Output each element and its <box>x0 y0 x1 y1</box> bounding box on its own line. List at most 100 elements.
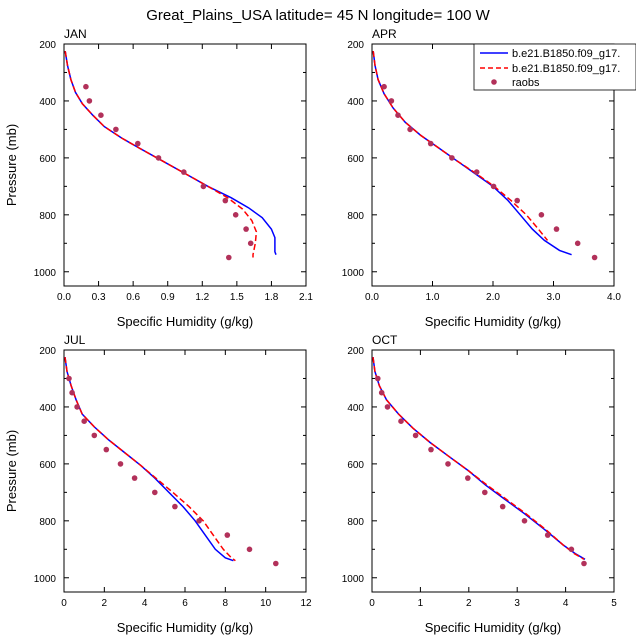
raobs-point <box>378 389 385 396</box>
raobs-point <box>428 446 434 453</box>
y-tick-label: 400 <box>347 97 364 108</box>
x-tick-label: 0.9 <box>161 292 175 303</box>
raobs-point <box>135 140 141 147</box>
raobs-point <box>514 197 520 204</box>
raobs-point <box>553 226 560 232</box>
panel-apr: APR Specific Humidity (g/kg) 0.0 1.0 2.0 3.… <box>342 27 622 329</box>
raobs-point <box>232 212 239 218</box>
x-tick-label: 5 <box>611 598 617 609</box>
x-tick-label: 4 <box>563 598 569 609</box>
raobs-point <box>200 183 207 190</box>
raobs-point <box>243 226 249 232</box>
series-line-dashed <box>372 357 585 560</box>
plot-frame <box>371 349 615 593</box>
raobs-point <box>473 169 480 175</box>
panel-label: JAN <box>64 27 87 41</box>
raobs-point <box>381 83 387 90</box>
raobs-point <box>581 560 587 567</box>
x-tick-label: 2 <box>466 598 472 609</box>
raobs-point <box>113 126 119 133</box>
x-tick-label: 1 <box>418 598 424 609</box>
raobs-point <box>465 475 471 481</box>
raobs-point <box>395 112 401 118</box>
raobs-point <box>152 489 158 496</box>
raobs-point <box>482 489 488 496</box>
raobs-point <box>98 112 104 118</box>
raobs-point <box>398 418 404 425</box>
x-axis-title: Specific Humidity (g/kg) <box>425 314 562 329</box>
raobs-point <box>66 375 72 382</box>
raobs-point <box>91 432 98 439</box>
x-tick-label: 2.1 <box>299 292 313 303</box>
panel-jan: JAN Pressure (mb) Specific Humidity (g/k… <box>4 27 313 329</box>
y-tick-label: 1000 <box>342 268 365 279</box>
raobs-point <box>222 197 229 204</box>
x-tick-label: 4.0 <box>607 292 621 303</box>
raobs-point <box>81 418 87 425</box>
y-tick-label: 600 <box>347 154 364 165</box>
y-tick-label: 200 <box>39 346 56 357</box>
series-line-dashed <box>64 356 236 562</box>
panel-jul: JUL Pressure (mb) Specific Humidity (g/k… <box>4 333 312 635</box>
figure-title: Great_Plains_USA latitude= 45 N longitud… <box>146 7 490 24</box>
panel-label: OCT <box>372 333 398 347</box>
legend-swatch-raobs <box>491 79 497 85</box>
series-line-solid <box>64 356 234 562</box>
x-tick-label: 1.0 <box>426 292 440 303</box>
raobs-point <box>273 560 279 567</box>
raobs-point <box>172 503 178 510</box>
x-tick-label: 1.2 <box>195 292 209 303</box>
raobs-point <box>196 518 202 524</box>
x-tick-label: 0.3 <box>92 292 106 303</box>
raobs-point <box>131 475 138 481</box>
x-tick-label: 6 <box>182 598 188 609</box>
y-tick-label: 200 <box>347 40 364 51</box>
raobs-point <box>117 461 124 467</box>
x-tick-label: 3 <box>514 598 520 609</box>
x-tick-label: 8 <box>223 598 229 609</box>
raobs-point <box>246 546 253 553</box>
y-tick-label: 800 <box>347 517 364 528</box>
y-tick-label: 400 <box>39 403 56 414</box>
raobs-point <box>412 432 419 439</box>
x-tick-label: 3.0 <box>547 292 561 303</box>
y-tick-label: 800 <box>39 517 56 528</box>
plot-frame <box>63 43 307 287</box>
y-tick-label: 200 <box>39 40 56 51</box>
y-tick-label: 400 <box>347 403 364 414</box>
raobs-point <box>388 98 395 104</box>
x-tick-label: 2.0 <box>486 292 500 303</box>
raobs-point <box>69 389 75 396</box>
y-tick-label: 800 <box>39 211 56 222</box>
x-tick-label: 0 <box>369 598 375 609</box>
x-tick-label: 2 <box>102 598 108 609</box>
y-tick-label: 200 <box>347 346 364 357</box>
x-tick-label: 12 <box>300 598 312 609</box>
y-tick-label: 600 <box>39 154 56 165</box>
y-tick-label: 1000 <box>34 268 57 279</box>
legend: b.e21.B1850.f09_g17. b.e21.B1850.f09_g17… <box>473 43 636 91</box>
y-tick-label: 1000 <box>34 574 57 585</box>
raobs-point <box>83 83 89 90</box>
x-axis-title: Specific Humidity (g/kg) <box>117 314 254 329</box>
raobs-point <box>375 375 381 382</box>
raobs-point <box>568 546 575 553</box>
raobs-point <box>538 212 545 218</box>
x-axis-title: Specific Humidity (g/kg) <box>117 620 254 635</box>
x-axis-title: Specific Humidity (g/kg) <box>425 620 562 635</box>
y-tick-label: 800 <box>347 211 364 222</box>
raobs-point <box>499 503 506 510</box>
panel-label: APR <box>372 27 397 41</box>
raobs-point <box>521 518 528 524</box>
raobs-point <box>591 254 598 261</box>
raobs-point <box>449 155 455 161</box>
series-line-dashed <box>64 50 258 258</box>
series-line-dashed <box>372 51 549 241</box>
raobs-point <box>224 532 231 538</box>
y-tick-label: 600 <box>347 460 364 471</box>
legend-box <box>473 43 636 91</box>
raobs-point <box>103 446 110 453</box>
panel-label: JUL <box>64 333 86 347</box>
x-tick-label: 0.0 <box>365 292 379 303</box>
